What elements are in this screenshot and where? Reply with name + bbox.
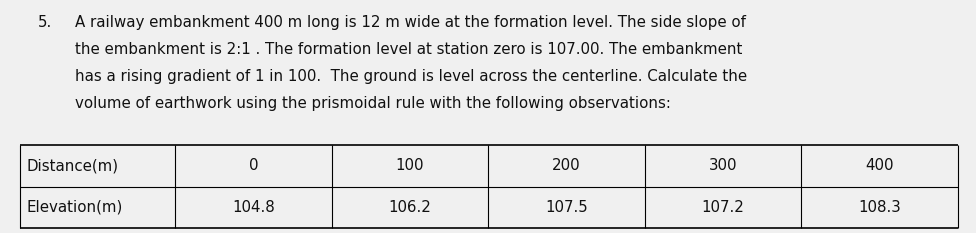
Text: A railway embankment 400 m long is 12 m wide at the formation level. The side sl: A railway embankment 400 m long is 12 m …: [75, 15, 746, 30]
Text: 107.5: 107.5: [546, 200, 588, 215]
Text: 0: 0: [249, 158, 258, 173]
Text: 100: 100: [395, 158, 425, 173]
Text: 107.2: 107.2: [702, 200, 745, 215]
Text: the embankment is 2:1 . The formation level at station zero is 107.00. The emban: the embankment is 2:1 . The formation le…: [75, 42, 743, 57]
Text: 104.8: 104.8: [232, 200, 274, 215]
Text: 400: 400: [866, 158, 894, 173]
Text: 200: 200: [552, 158, 581, 173]
Text: 108.3: 108.3: [858, 200, 901, 215]
Text: 5.: 5.: [38, 15, 53, 30]
Text: 300: 300: [709, 158, 737, 173]
Text: Elevation(m): Elevation(m): [26, 200, 122, 215]
Text: has a rising gradient of 1 in 100.  The ground is level across the centerline. C: has a rising gradient of 1 in 100. The g…: [75, 69, 747, 84]
Text: Distance(m): Distance(m): [26, 158, 118, 173]
Text: 106.2: 106.2: [388, 200, 431, 215]
Text: volume of earthwork using the prismoidal rule with the following observations:: volume of earthwork using the prismoidal…: [75, 96, 671, 111]
